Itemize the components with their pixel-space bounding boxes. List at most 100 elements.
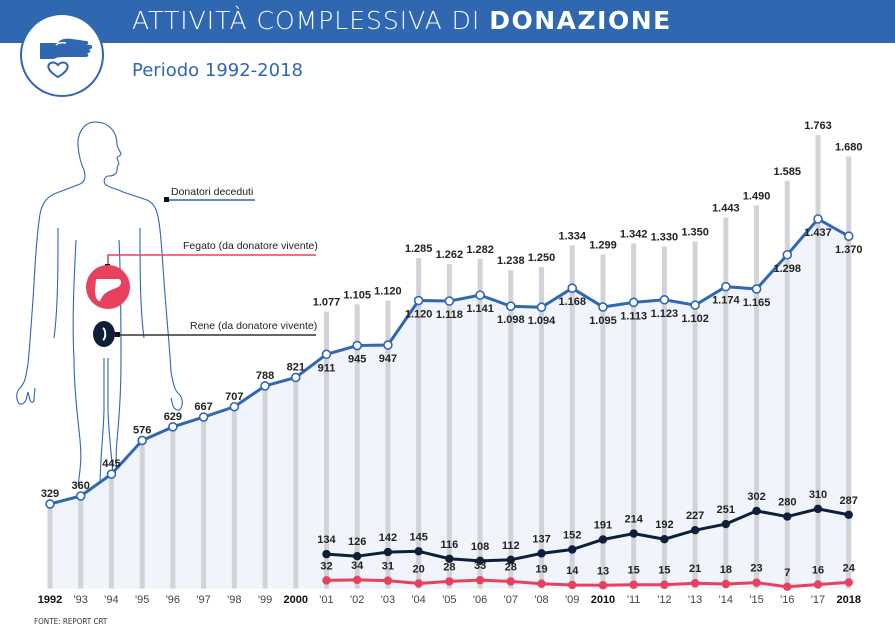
label-kidney-2015: 302 [747, 491, 765, 503]
bar-label-2016: 1.585 [774, 166, 802, 178]
label-liver-2010: 13 [597, 565, 609, 577]
bar-1997 [201, 417, 207, 589]
label-deceased-2008: 1.094 [528, 315, 556, 327]
bar-2013 [692, 241, 698, 589]
label-liver-2001: 32 [320, 560, 332, 572]
point-kidney-2015 [752, 506, 761, 516]
point-liver-2014 [721, 579, 731, 589]
label-kidney-2011: 214 [625, 514, 644, 526]
bar-2001 [323, 311, 329, 589]
label-liver-2003: 31 [382, 561, 394, 573]
point-liver-2018 [844, 578, 853, 587]
legend-marker-kidney [115, 332, 120, 337]
label-deceased-2001: 911 [318, 362, 336, 374]
x-tick-2010: 2010 [591, 594, 615, 606]
point-deceased-2016 [782, 249, 793, 260]
label-kidney-2009: 152 [563, 530, 581, 542]
point-deceased-1995 [137, 435, 147, 446]
human-body-illustration [16, 121, 183, 489]
point-deceased-2004 [413, 295, 424, 306]
label-liver-2007: 28 [505, 561, 517, 573]
point-liver-2001 [322, 576, 331, 585]
label-liver-2011: 15 [628, 565, 640, 577]
point-kidney-2011 [629, 529, 638, 538]
point-liver-2007 [506, 577, 515, 586]
liver-icon [86, 265, 130, 309]
label-kidney-2017: 310 [809, 489, 827, 501]
x-tick-1999: '99 [258, 594, 272, 606]
label-kidney-2018: 287 [840, 495, 858, 507]
legend-label-liver: Fegato (da donatore vivente) [183, 240, 318, 252]
label-kidney-2016: 280 [778, 497, 796, 509]
point-kidney-2004 [414, 547, 423, 556]
x-tick-2006: '06 [473, 594, 487, 606]
label-deceased-1992: 329 [41, 488, 59, 500]
x-tick-2004: '04 [411, 594, 425, 606]
point-liver-2006 [475, 575, 485, 585]
point-kidney-2012 [660, 535, 669, 544]
label-kidney-2005: 116 [440, 539, 458, 551]
label-liver-2009: 14 [566, 565, 579, 577]
hand-heart-icon [20, 13, 104, 97]
point-deceased-2012 [659, 294, 670, 305]
label-liver-2012: 15 [658, 565, 670, 577]
label-kidney-2007: 112 [502, 540, 520, 552]
point-kidney-2010 [598, 535, 608, 544]
point-liver-2009 [568, 580, 577, 590]
point-deceased-2003 [383, 340, 393, 350]
point-liver-2003 [383, 576, 393, 585]
point-kidney-2008 [537, 549, 546, 558]
label-kidney-2010: 191 [594, 519, 612, 531]
x-tick-2003: '03 [381, 594, 395, 606]
label-liver-2008: 19 [535, 564, 547, 576]
point-kidney-2001 [322, 549, 331, 559]
bar-2007 [508, 270, 514, 589]
label-deceased-2007: 1.098 [497, 314, 525, 326]
legend: Donatori deceduti Fegato (da donatore vi… [86, 186, 318, 347]
x-tick-1996: '96 [166, 594, 180, 606]
point-kidney-2007 [506, 555, 515, 564]
point-deceased-2015 [751, 284, 762, 294]
label-deceased-2009: 1.168 [558, 296, 586, 308]
bar-2011 [631, 243, 637, 589]
label-deceased-2012: 1.123 [651, 308, 679, 320]
x-tick-2015: '15 [749, 594, 763, 606]
x-tick-1995: '95 [135, 594, 149, 606]
bar-label-2009: 1.334 [558, 230, 586, 242]
point-deceased-2017 [813, 214, 823, 224]
label-liver-2004: 20 [413, 563, 425, 575]
x-tick-2007: '07 [504, 594, 518, 606]
title-light: ATTIVITÀ COMPLESSIVA DI [132, 6, 490, 35]
point-liver-2005 [445, 577, 454, 586]
point-kidney-2005 [445, 554, 454, 563]
bar-1996 [170, 426, 176, 589]
bar-label-2015: 1.490 [743, 190, 771, 202]
bar-label-2004: 1.285 [405, 243, 433, 255]
point-kidney-2002 [353, 551, 362, 561]
label-deceased-1998: 707 [225, 391, 243, 403]
x-tick-2001: '01 [319, 594, 333, 606]
x-tick-2018: 2018 [836, 594, 860, 606]
x-tick-2012: '12 [657, 594, 671, 606]
point-liver-2011 [629, 580, 638, 589]
point-liver-2017 [813, 580, 823, 589]
label-deceased-2011: 1.113 [620, 310, 647, 322]
bar-2017 [815, 135, 821, 589]
point-deceased-2002 [352, 340, 363, 351]
label-deceased-2010: 1.095 [589, 315, 617, 327]
bar-label-2012: 1.330 [651, 232, 679, 244]
page-subtitle: Periodo 1992-2018 [132, 60, 303, 81]
bar-label-2014: 1.443 [712, 202, 740, 214]
point-deceased-1998 [229, 401, 240, 412]
label-liver-2016: 7 [784, 567, 790, 579]
x-tick-2016: '16 [780, 594, 794, 606]
point-kidney-2003 [383, 547, 393, 557]
point-deceased-1992 [45, 499, 55, 509]
bar-1998 [231, 406, 237, 589]
point-deceased-1997 [198, 412, 209, 422]
label-deceased-2016: 1.298 [774, 263, 802, 275]
bar-label-2011: 1.342 [620, 228, 648, 240]
x-tick-2017: '17 [811, 594, 825, 606]
point-kidney-2017 [813, 504, 823, 514]
